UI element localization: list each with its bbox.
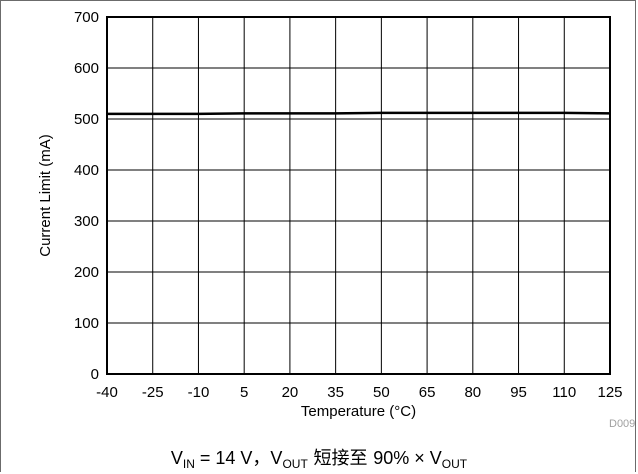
y-tick-label: 700 (74, 9, 99, 26)
x-axis-title: Temperature (°C) (301, 403, 416, 420)
x-tick-label: 20 (282, 384, 299, 401)
x-tick-label: 125 (597, 384, 622, 401)
y-tick-label: 0 (91, 366, 99, 383)
y-tick-label: 200 (74, 264, 99, 281)
plot-area-border (106, 16, 611, 375)
caption-vout-symbol: V (270, 448, 283, 468)
x-tick-label: 80 (464, 384, 481, 401)
x-tick-label: 5 (240, 384, 248, 401)
y-tick-label: 500 (74, 111, 99, 128)
y-axis-title: Current Limit (mA) (37, 134, 54, 257)
caption-vout2-symbol: V (429, 448, 442, 468)
caption-percent: 90% × (373, 448, 430, 468)
caption-vin-symbol: V (170, 448, 183, 468)
x-tick-label: -25 (142, 384, 164, 401)
x-tick-label: -10 (188, 384, 210, 401)
y-tick-label: 100 (74, 315, 99, 332)
x-tick-labels: -40 -25 -10 5 20 35 50 65 80 95 110 125 (96, 384, 622, 401)
x-tick-label: 95 (510, 384, 527, 401)
chart-caption: VIN = 14 V，VOUT 短接至 90% × VOUT (0, 444, 638, 470)
caption-vin-subscript: IN (182, 457, 195, 471)
caption-vout-subscript: OUT (282, 457, 308, 471)
x-tick-label: 50 (373, 384, 390, 401)
series-layer (107, 111, 611, 116)
grid-lines (107, 17, 610, 374)
figure-id-label: D009 (609, 418, 635, 430)
caption-short-text: 短接至 (307, 448, 374, 469)
x-tick-label: 35 (327, 384, 344, 401)
caption-vin-value: = 14 V， (194, 448, 271, 468)
y-tick-label: 400 (74, 162, 99, 179)
x-tick-label: 65 (419, 384, 436, 401)
caption-vout2-subscript: OUT (441, 457, 468, 471)
x-tick-label: 110 (552, 384, 576, 401)
series-line (107, 111, 611, 116)
y-tick-label: 600 (74, 60, 99, 77)
x-tick-label: -40 (96, 384, 118, 401)
y-tick-label: 300 (74, 213, 99, 230)
y-tick-labels: 0 100 200 300 400 500 600 700 (74, 9, 99, 383)
